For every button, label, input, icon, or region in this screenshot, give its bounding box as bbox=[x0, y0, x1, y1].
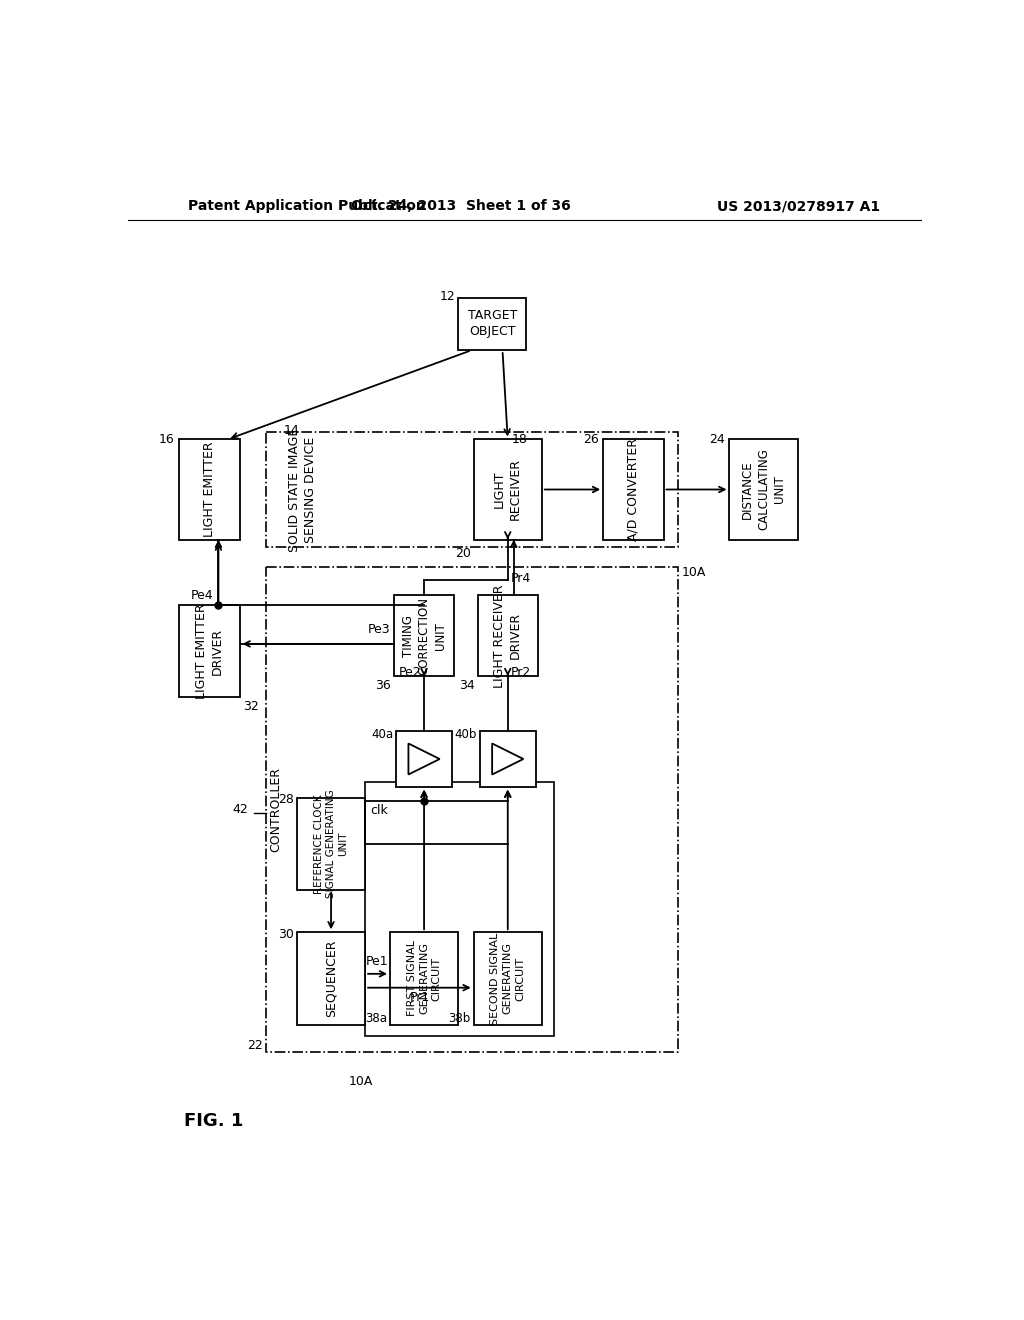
Text: REFERENCE CLOCK
SIGNAL GENERATING
UNIT: REFERENCE CLOCK SIGNAL GENERATING UNIT bbox=[313, 789, 348, 898]
Text: 38a: 38a bbox=[365, 1011, 387, 1024]
Text: 38b: 38b bbox=[449, 1011, 471, 1024]
Bar bbox=[458, 298, 526, 350]
Text: 14: 14 bbox=[284, 424, 299, 437]
Text: 42: 42 bbox=[232, 803, 248, 816]
Text: FIRST SIGNAL
GENERATING
CIRCUIT: FIRST SIGNAL GENERATING CIRCUIT bbox=[407, 940, 441, 1016]
Text: Patent Application Publication: Patent Application Publication bbox=[188, 199, 426, 213]
Text: Oct. 24, 2013  Sheet 1 of 36: Oct. 24, 2013 Sheet 1 of 36 bbox=[351, 199, 571, 213]
Bar bbox=[266, 432, 678, 548]
Text: Pe2: Pe2 bbox=[398, 667, 421, 680]
Bar bbox=[297, 797, 366, 890]
Text: Pe3: Pe3 bbox=[368, 623, 391, 636]
Text: 40a: 40a bbox=[371, 729, 393, 742]
Text: LIGHT
RECEIVER: LIGHT RECEIVER bbox=[494, 458, 522, 520]
Text: clk: clk bbox=[370, 804, 387, 817]
Text: 28: 28 bbox=[278, 793, 294, 807]
Bar bbox=[474, 440, 542, 540]
Bar bbox=[396, 731, 452, 787]
Bar bbox=[474, 932, 542, 1024]
Text: 26: 26 bbox=[583, 433, 598, 446]
Text: TARGET
OBJECT: TARGET OBJECT bbox=[468, 309, 517, 338]
Text: TIMING
CORRECTION
UNIT: TIMING CORRECTION UNIT bbox=[401, 597, 446, 675]
Text: 32: 32 bbox=[243, 701, 258, 714]
Bar bbox=[266, 566, 678, 1052]
Text: LIGHT RECEIVER
DRIVER: LIGHT RECEIVER DRIVER bbox=[494, 583, 522, 688]
Text: 20: 20 bbox=[455, 548, 471, 560]
Text: 10A: 10A bbox=[349, 1074, 374, 1088]
Text: 18: 18 bbox=[512, 433, 527, 446]
Bar bbox=[297, 932, 366, 1024]
Text: LIGHT EMITTER
DRIVER: LIGHT EMITTER DRIVER bbox=[195, 603, 224, 700]
Bar bbox=[394, 595, 455, 676]
Text: 34: 34 bbox=[459, 680, 474, 692]
Text: 16: 16 bbox=[159, 433, 174, 446]
Text: 36: 36 bbox=[375, 680, 391, 692]
Text: SECOND SIGNAL
GENERATING
CIRCUIT: SECOND SIGNAL GENERATING CIRCUIT bbox=[490, 932, 525, 1024]
Text: 22: 22 bbox=[247, 1039, 263, 1052]
Bar bbox=[179, 605, 240, 697]
Text: 10A: 10A bbox=[681, 566, 706, 579]
Text: 40b: 40b bbox=[455, 729, 477, 742]
Text: FIG. 1: FIG. 1 bbox=[183, 1111, 243, 1130]
Bar bbox=[179, 440, 240, 540]
Text: Pe1: Pe1 bbox=[367, 954, 389, 968]
Text: SEQUENCER: SEQUENCER bbox=[325, 940, 338, 1018]
Text: Pr2: Pr2 bbox=[511, 667, 531, 680]
Bar bbox=[729, 440, 798, 540]
Bar bbox=[477, 595, 538, 676]
Bar bbox=[366, 781, 554, 1036]
Text: SOLID STATE IMAGE
SENSING DEVICE: SOLID STATE IMAGE SENSING DEVICE bbox=[288, 428, 316, 552]
Text: A/D CONVERTER: A/D CONVERTER bbox=[627, 438, 640, 541]
Text: DISTANCE
CALCULATING
UNIT: DISTANCE CALCULATING UNIT bbox=[741, 449, 786, 531]
Text: Pr4: Pr4 bbox=[511, 573, 531, 585]
Bar bbox=[480, 731, 536, 787]
Text: CONTROLLER: CONTROLLER bbox=[268, 767, 282, 851]
Text: LIGHT EMITTER: LIGHT EMITTER bbox=[203, 442, 216, 537]
Bar bbox=[390, 932, 458, 1024]
Text: US 2013/0278917 A1: US 2013/0278917 A1 bbox=[717, 199, 880, 213]
Polygon shape bbox=[409, 743, 439, 775]
Polygon shape bbox=[493, 743, 523, 775]
Text: 30: 30 bbox=[278, 928, 294, 941]
Text: Pr1: Pr1 bbox=[410, 991, 429, 1003]
Text: Pe4: Pe4 bbox=[191, 589, 214, 602]
Bar bbox=[603, 440, 664, 540]
Text: 12: 12 bbox=[439, 290, 455, 304]
Text: 24: 24 bbox=[709, 433, 725, 446]
